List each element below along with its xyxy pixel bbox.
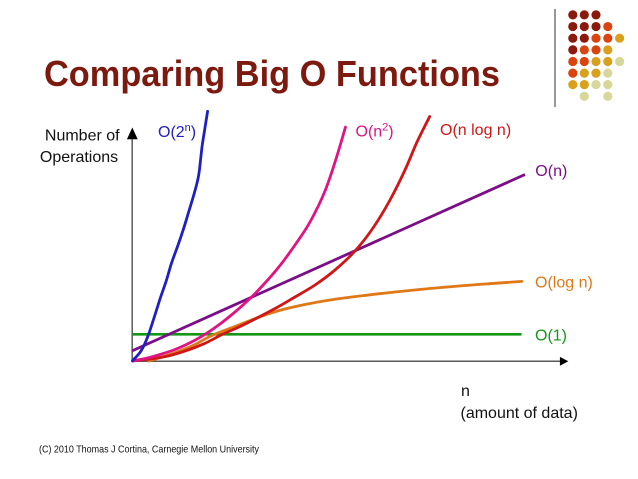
svg-text:(amount of data): (amount of data) <box>461 405 578 422</box>
svg-text:O(n log n): O(n log n) <box>440 122 511 139</box>
svg-text:O(log n): O(log n) <box>535 274 593 291</box>
svg-text:Operations: Operations <box>40 149 118 166</box>
svg-text:Comparing Big O Functions: Comparing Big O Functions <box>44 53 500 94</box>
svg-text:O(1): O(1) <box>535 327 567 344</box>
svg-text:n: n <box>461 383 470 400</box>
svg-text:O(n): O(n) <box>535 163 567 180</box>
svg-text:O(n2): O(n2) <box>356 122 394 141</box>
svg-text:O(2n): O(2n) <box>158 122 196 141</box>
svg-text:(C) 2010 Thomas J Cortina, Car: (C) 2010 Thomas J Cortina, Carnegie Mell… <box>39 444 260 456</box>
svg-text:Number of: Number of <box>45 127 120 144</box>
